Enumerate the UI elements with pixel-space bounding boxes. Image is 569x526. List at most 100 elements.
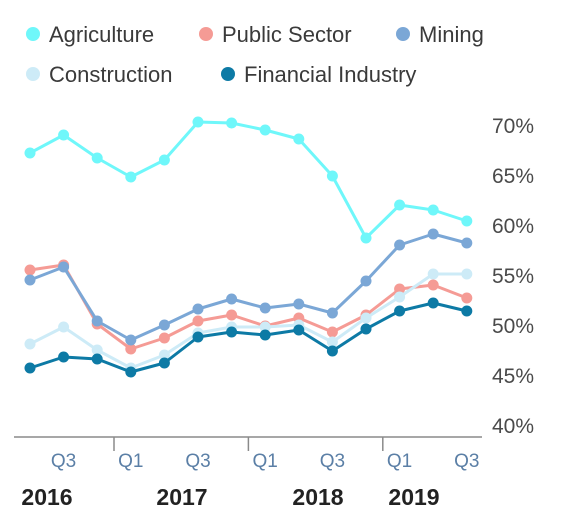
data-point-agriculture (427, 204, 439, 216)
series-line-financial-industry (28, 301, 469, 374)
legend: Agriculture Public Sector Mining Constru… (26, 22, 484, 87)
data-point-financial-industry (461, 305, 473, 317)
data-point-construction (158, 349, 170, 361)
x-tick-label: Q1 (387, 451, 412, 472)
y-tick-label: 65% (492, 165, 534, 188)
legend-item-financial-industry: Financial Industry (221, 62, 416, 87)
data-point-agriculture (158, 154, 170, 166)
legend-item-public-sector: Public Sector (199, 22, 352, 47)
series-mining (24, 228, 473, 346)
data-point-mining (226, 293, 238, 305)
data-point-construction (24, 338, 36, 350)
data-point-construction (394, 291, 406, 303)
data-point-mining (58, 261, 70, 273)
data-point-public-sector (24, 264, 36, 276)
data-point-mining (360, 275, 372, 287)
y-tick-label: 70% (492, 115, 534, 138)
data-point-agriculture (326, 170, 338, 182)
legend-label-construction: Construction (49, 62, 173, 87)
data-point-financial-industry (158, 357, 170, 369)
data-point-public-sector (226, 309, 238, 321)
x-tick-label: Q1 (118, 451, 143, 472)
data-point-mining (394, 239, 406, 251)
data-point-agriculture (58, 129, 70, 141)
x-tick-label: Q3 (320, 451, 345, 472)
data-point-construction (91, 344, 103, 356)
data-point-financial-industry (259, 329, 271, 341)
y-tick-label: 40% (492, 415, 534, 438)
legend-label-agriculture: Agriculture (49, 22, 154, 47)
data-point-financial-industry (326, 345, 338, 357)
y-tick-label: 60% (492, 215, 534, 238)
data-point-agriculture (24, 147, 36, 159)
series-line-public-sector (28, 263, 469, 351)
series-construction (24, 268, 473, 374)
data-point-public-sector (394, 283, 406, 295)
data-point-agriculture (226, 117, 238, 129)
data-point-mining (158, 319, 170, 331)
legend-label-financial-industry: Financial Industry (244, 62, 416, 87)
legend-marker-construction (26, 67, 40, 81)
data-point-agriculture (394, 199, 406, 211)
data-point-construction (259, 321, 271, 333)
data-point-public-sector (192, 315, 204, 327)
data-point-mining (125, 334, 137, 346)
data-point-mining (192, 303, 204, 315)
x-year-label: 2017 (156, 484, 207, 510)
legend-item-mining: Mining (396, 22, 484, 47)
data-point-financial-industry (58, 351, 70, 363)
series-financial-industry (24, 297, 473, 378)
y-tick-label: 50% (492, 315, 534, 338)
x-tick-label: Q3 (185, 451, 210, 472)
x-year-label: 2019 (388, 484, 439, 510)
data-point-agriculture (91, 152, 103, 164)
data-point-public-sector (158, 332, 170, 344)
data-point-public-sector (461, 292, 473, 304)
data-point-financial-industry (394, 305, 406, 317)
data-point-financial-industry (91, 353, 103, 365)
data-point-mining (91, 315, 103, 327)
x-tick-label: Q3 (51, 451, 76, 472)
series-line-agriculture (28, 120, 469, 240)
data-point-mining (326, 307, 338, 319)
y-tick-label: 55% (492, 265, 534, 288)
x-axis: Q3 Q1 Q3 Q1 Q3 Q1 Q3 2016 2017 2018 2019 (14, 436, 482, 510)
legend-marker-public-sector (199, 27, 213, 41)
data-point-construction (360, 312, 372, 324)
data-point-mining (461, 237, 473, 249)
data-point-financial-industry (226, 326, 238, 338)
data-point-financial-industry (360, 323, 372, 335)
data-point-mining (293, 298, 305, 310)
data-point-construction (461, 268, 473, 280)
x-year-label: 2018 (292, 484, 343, 510)
plot-area (24, 116, 473, 378)
y-tick-label: 45% (492, 365, 534, 388)
data-point-financial-industry (293, 324, 305, 336)
data-point-agriculture (192, 116, 204, 128)
legend-label-public-sector: Public Sector (222, 22, 352, 47)
legend-marker-financial-industry (221, 67, 235, 81)
data-point-construction (326, 336, 338, 348)
x-year-label: 2016 (21, 484, 72, 510)
x-tick-label: Q3 (454, 451, 479, 472)
y-axis-ticks: 40% 45% 50% 55% 60% 65% 70% (492, 115, 534, 438)
data-point-mining (24, 274, 36, 286)
data-point-construction (427, 268, 439, 280)
legend-label-mining: Mining (419, 22, 484, 47)
data-point-agriculture (293, 133, 305, 145)
data-point-agriculture (360, 232, 372, 244)
legend-item-construction: Construction (26, 62, 173, 87)
data-point-financial-industry (192, 331, 204, 343)
data-point-mining (427, 228, 439, 240)
data-point-agriculture (125, 171, 137, 183)
data-point-financial-industry (24, 362, 36, 374)
legend-marker-mining (396, 27, 410, 41)
legend-marker-agriculture (26, 27, 40, 41)
data-point-public-sector (125, 343, 137, 355)
data-point-financial-industry (427, 297, 439, 309)
data-point-public-sector (427, 279, 439, 291)
series-public-sector (24, 259, 473, 355)
x-tick-label: Q1 (253, 451, 278, 472)
data-point-construction (58, 321, 70, 333)
